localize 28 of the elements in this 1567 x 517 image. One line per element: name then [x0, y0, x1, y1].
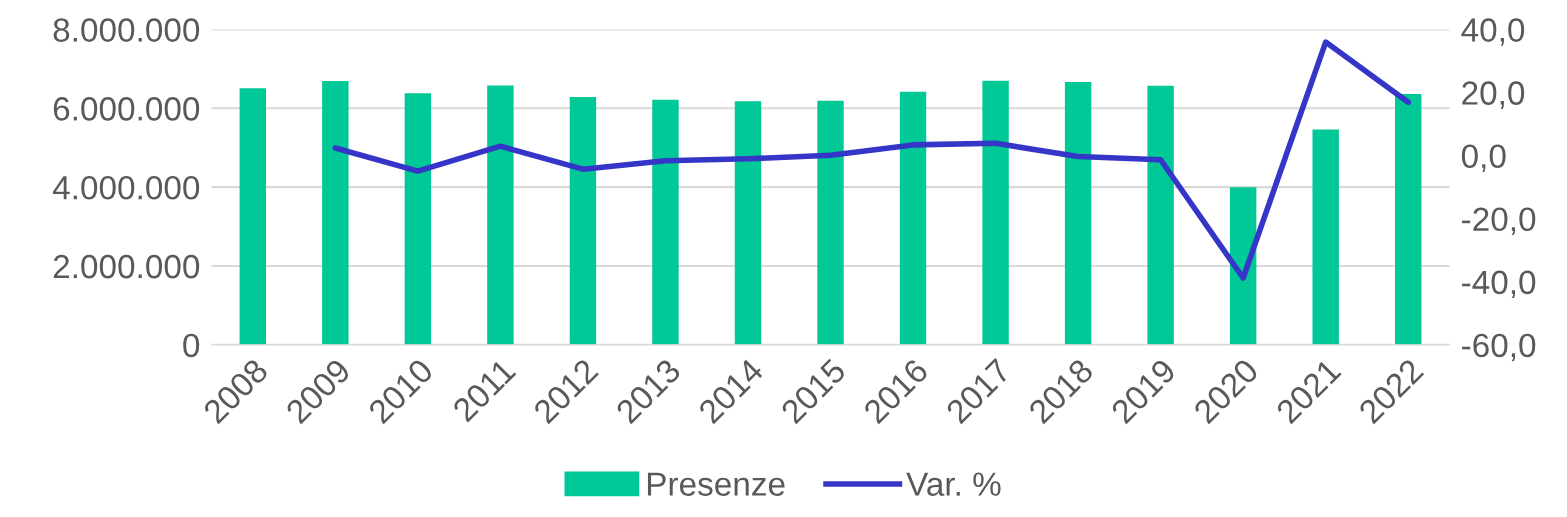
legend-label: Presenze — [647, 472, 785, 496]
bar — [982, 80, 1009, 345]
bar — [734, 101, 762, 345]
y2-tick-label: 0,0 — [1461, 144, 1506, 172]
y-tick-label: 6.000.000 — [53, 97, 200, 121]
y-tick-label: 2.000.000 — [53, 254, 200, 279]
y2-tick-label: -20,0 — [1462, 207, 1536, 236]
bar — [1395, 94, 1422, 345]
bar — [239, 88, 267, 345]
y-tick-label: 8.000.000 — [53, 18, 200, 42]
bar — [487, 85, 514, 345]
y-tick-label: 0 — [183, 333, 200, 358]
bar — [569, 96, 597, 345]
y2-tick-label: -60,0 — [1462, 333, 1536, 362]
bar — [322, 81, 349, 345]
y2-tick-label: -40,0 — [1462, 270, 1536, 299]
y-tick-label: 4.000.000 — [52, 175, 200, 200]
bar — [1312, 129, 1339, 345]
bar — [1147, 85, 1174, 345]
bar — [1229, 187, 1257, 345]
y2-tick-label: 40,0 — [1461, 18, 1525, 46]
y2-tick-label: 20,0 — [1462, 81, 1525, 109]
bar — [404, 93, 432, 345]
bar — [652, 99, 679, 345]
bar — [899, 91, 927, 345]
legend-label: Var. % — [906, 472, 1001, 496]
bar — [817, 100, 844, 345]
bar — [1064, 81, 1092, 345]
